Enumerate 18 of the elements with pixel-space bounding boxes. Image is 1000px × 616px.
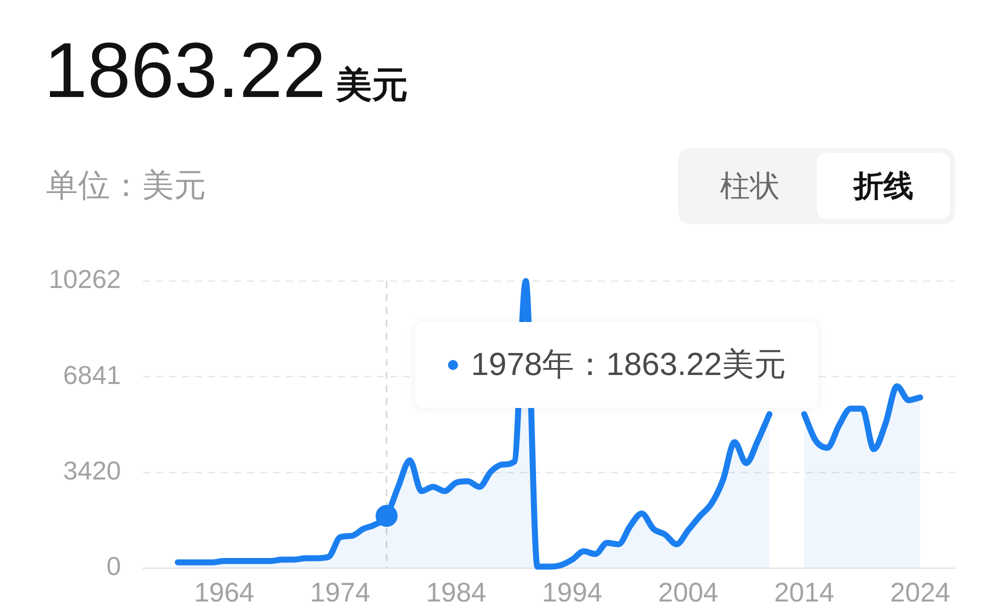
chart-title: 1863.22 (44, 26, 326, 114)
x-tick-label: 1994 (542, 578, 602, 608)
x-tick-label: 2014 (774, 578, 834, 608)
x-tick-label: 1974 (310, 578, 370, 608)
tooltip-card: 1978年：1863.22美元 (415, 322, 818, 408)
x-tick-label: 2024 (890, 578, 950, 608)
y-tick-label: 3420 (63, 456, 121, 486)
x-tick-label: 1984 (426, 578, 486, 608)
annotation: 1978年：1863.22美元 (471, 345, 786, 384)
x-tick-label: 2004 (658, 578, 718, 608)
text: 折线 (853, 168, 914, 204)
y-tick-label: 10262 (48, 264, 121, 294)
chart-subtitle: 美元 (336, 64, 408, 105)
text: 柱状 (720, 168, 780, 204)
y-tick-label: 0 (106, 551, 121, 582)
y-tick-label: 6841 (63, 360, 121, 390)
y-axis-title: 单位：美元 (46, 166, 206, 205)
x-tick-label: 1964 (194, 578, 254, 608)
